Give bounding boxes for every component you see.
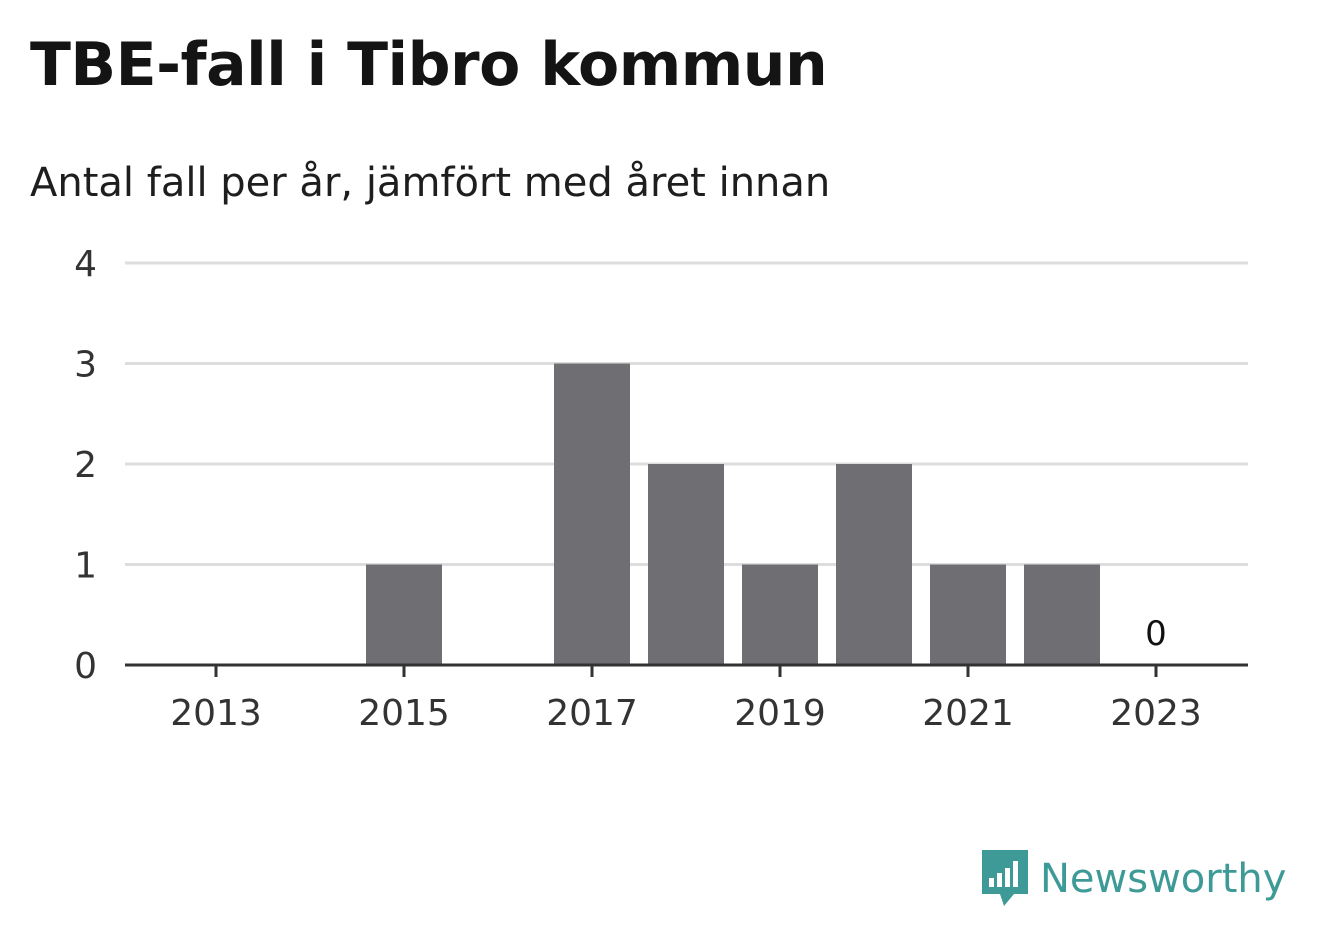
chart-title: TBE-fall i Tibro kommun [30, 30, 828, 100]
x-tick-label: 2021 [922, 693, 1014, 734]
bar-2019 [742, 564, 818, 665]
x-tick-label: 2015 [358, 693, 450, 734]
y-tick-label: 1 [74, 546, 97, 587]
bar-2018 [648, 464, 724, 665]
x-tick-label: 2013 [170, 693, 262, 734]
newsworthy-logo: Newsworthy [980, 848, 1286, 910]
y-tick-label: 3 [74, 345, 97, 386]
logo-text: Newsworthy [1040, 856, 1287, 902]
bar-2021 [930, 564, 1006, 665]
y-tick-label: 0 [74, 646, 97, 687]
y-tick-label: 4 [74, 244, 97, 285]
y-tick-label: 2 [74, 445, 97, 486]
tick-labels: 0 1 2 3 4 0 2013 2015 2017 2019 2021 2023 [74, 244, 1202, 734]
bar-chart: 0 1 2 3 4 0 2013 2015 2017 2019 2021 2023 [74, 244, 1248, 734]
bar-2015 [366, 564, 442, 665]
x-tick-label: 2023 [1110, 693, 1202, 734]
x-tick-label: 2017 [546, 693, 638, 734]
bar-2020 [836, 464, 912, 665]
bars [366, 363, 1100, 665]
bar-2022 [1024, 564, 1100, 665]
axes [125, 663, 1248, 677]
data-label-2023: 0 [1145, 614, 1167, 654]
newsworthy-logo-icon [982, 850, 1028, 906]
x-tick-label: 2019 [734, 693, 826, 734]
bar-2017 [554, 363, 630, 665]
chart-subtitle: Antal fall per år, jämfört med året inna… [30, 160, 831, 206]
